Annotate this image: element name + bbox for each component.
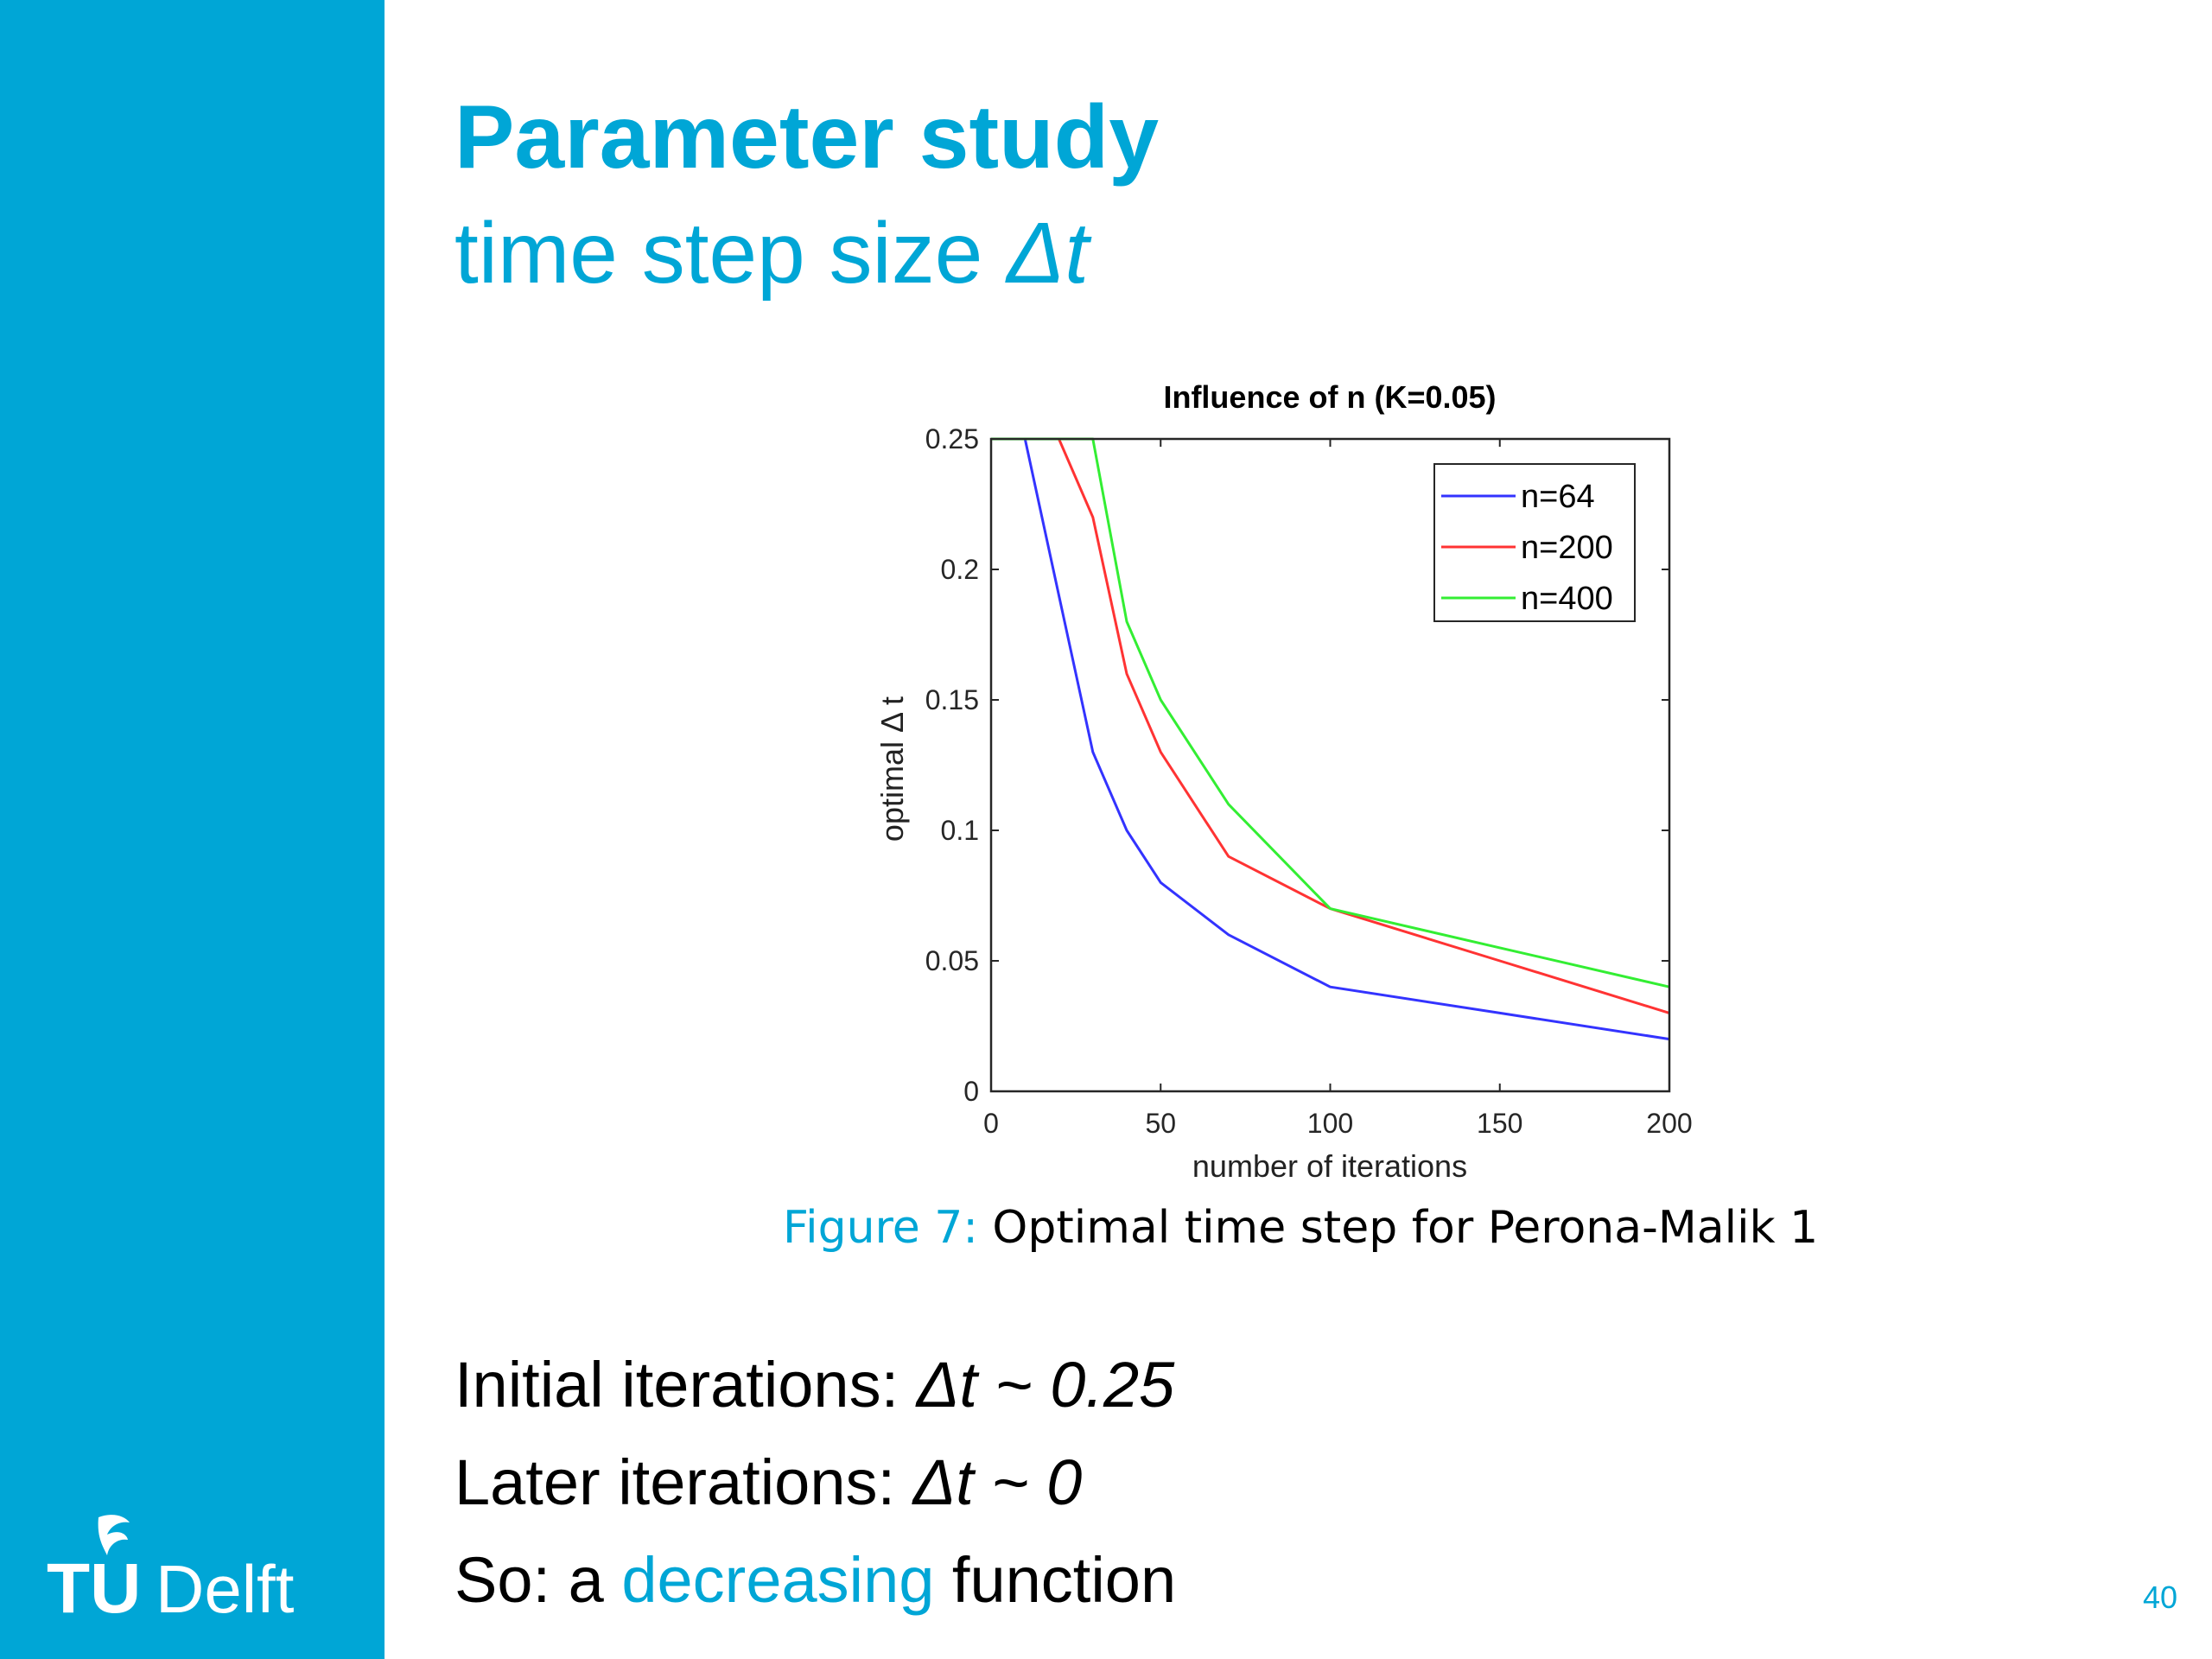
y-tick-label: 0.2 bbox=[941, 554, 979, 585]
figure-label: Figure 7: bbox=[783, 1202, 978, 1254]
subtitle-text: time step size bbox=[454, 205, 1007, 302]
x-tick-label: 100 bbox=[1307, 1108, 1353, 1139]
x-tick-label: 0 bbox=[983, 1108, 999, 1139]
slide-subtitle: time step size Δt bbox=[454, 204, 1089, 303]
bullet-text: So: a bbox=[454, 1544, 622, 1616]
x-axis-label: number of iterations bbox=[1192, 1148, 1467, 1184]
y-tick-label: 0.05 bbox=[925, 945, 979, 976]
figure-caption: Figure 7: Optimal time step for Perona-M… bbox=[783, 1199, 1818, 1258]
tu-delft-logo: TU Delft bbox=[47, 1515, 295, 1623]
bullet-text: Later iterations: bbox=[454, 1446, 913, 1518]
sidebar-band: TU Delft bbox=[0, 0, 385, 1659]
legend-label: n=200 bbox=[1521, 530, 1613, 566]
logo-text-tu: TU bbox=[47, 1549, 141, 1623]
slide-title: Parameter study bbox=[454, 87, 1160, 188]
flame-icon bbox=[98, 1515, 130, 1555]
bullet-initial-iterations: Initial iterations: Δt ~ 0.25 bbox=[454, 1348, 1174, 1421]
x-tick-label: 150 bbox=[1477, 1108, 1522, 1139]
bullet-text: function bbox=[934, 1544, 1177, 1616]
bullet-math: Δt ~ 0.25 bbox=[916, 1349, 1175, 1421]
legend-box bbox=[1433, 463, 1636, 622]
y-tick-label: 0.1 bbox=[941, 815, 979, 846]
chart-title: Influence of n (K=0.05) bbox=[1163, 379, 1496, 415]
series-line-n-64 bbox=[991, 437, 1670, 1041]
subtitle-symbol: Δt bbox=[1007, 205, 1089, 302]
figure-caption-text: Optimal time step for Perona-Malik 1 bbox=[977, 1202, 1819, 1254]
logo-text-delft: Delft bbox=[156, 1551, 295, 1623]
bullet-highlight: decreasing bbox=[621, 1544, 935, 1616]
page-number: 40 bbox=[2142, 1580, 2177, 1615]
line-chart: Influence of n (K=0.05) 0 50 100 150 200 0 0.0… bbox=[874, 379, 1693, 1184]
y-tick-label: 0 bbox=[963, 1076, 979, 1107]
x-tick-label: 50 bbox=[1145, 1108, 1176, 1139]
bullet-conclusion: So: a decreasing function bbox=[454, 1543, 1176, 1617]
bullet-later-iterations: Later iterations: Δt ~ 0 bbox=[454, 1446, 1082, 1519]
x-tick-label: 200 bbox=[1646, 1108, 1692, 1139]
y-tick-label: 0.15 bbox=[925, 684, 979, 715]
y-axis-label: optimal Δ t bbox=[874, 696, 910, 842]
y-tick-label: 0.25 bbox=[925, 423, 979, 454]
bullet-math: Δt ~ 0 bbox=[912, 1446, 1083, 1518]
legend-label: n=400 bbox=[1521, 581, 1613, 617]
bullet-text: Initial iterations: bbox=[454, 1349, 917, 1421]
legend-label: n=64 bbox=[1521, 479, 1595, 515]
